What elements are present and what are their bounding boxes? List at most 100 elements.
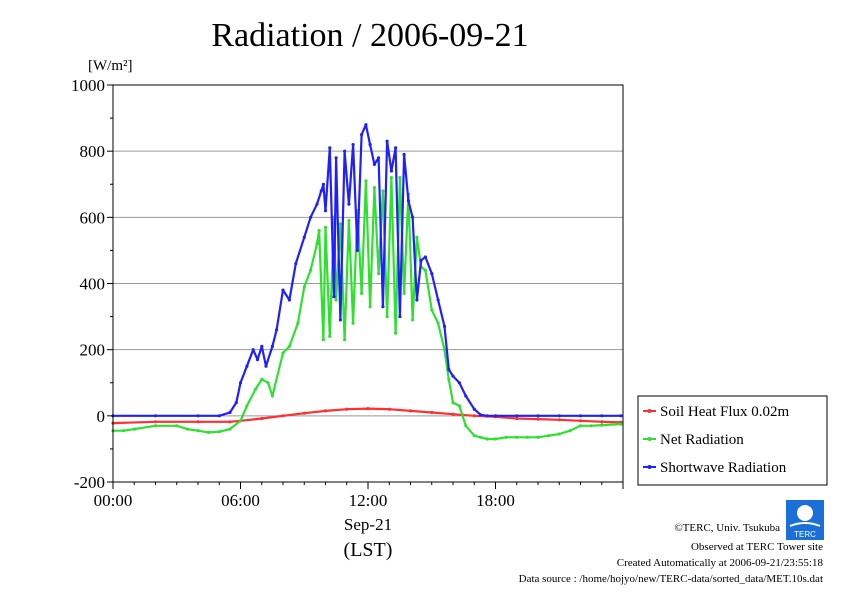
data-point <box>302 285 306 289</box>
data-point <box>228 410 232 415</box>
x-tick-label: 12:00 <box>349 491 388 510</box>
credits: ©TERC, Univ. Tsukuba Observed at TERC To… <box>519 522 824 585</box>
data-point <box>389 176 393 180</box>
data-point <box>385 315 389 319</box>
series-line-2 <box>113 123 621 417</box>
legend: Soil Heat Flux 0.02m Net Radiation Shortwa… <box>637 395 828 486</box>
data-point <box>343 149 347 153</box>
data-point <box>568 429 572 433</box>
data-point <box>334 156 338 160</box>
data-point <box>394 331 398 335</box>
data-point <box>309 215 313 219</box>
data-point <box>238 381 243 385</box>
data-point <box>207 430 211 434</box>
x-tick-label: 00:00 <box>94 491 133 510</box>
data-point <box>217 414 221 418</box>
data-point <box>260 416 264 421</box>
data-point <box>251 348 255 352</box>
created-text: Created Automatically at 2006-09-21/23:5… <box>617 557 824 569</box>
data-point <box>260 377 264 381</box>
data-point <box>472 414 476 418</box>
data-point <box>536 414 540 418</box>
data-point <box>122 429 126 433</box>
data-point <box>294 262 298 266</box>
legend-label: Soil Heat Flux 0.02m <box>660 404 790 420</box>
chart-title: Radiation / 2006-09-21 <box>211 17 528 54</box>
data-point <box>515 414 519 418</box>
data-point <box>196 414 200 418</box>
data-point <box>406 199 410 203</box>
x-tick-label: 06:00 <box>221 491 260 510</box>
data-point <box>315 202 319 206</box>
data-point <box>381 305 385 309</box>
data-point <box>479 413 483 417</box>
data-point <box>394 146 398 150</box>
data-point <box>364 123 368 127</box>
legend-label: Shortwave Radiation <box>660 460 787 476</box>
data-point <box>557 432 561 436</box>
data-point <box>347 219 351 223</box>
data-point <box>415 235 419 239</box>
y-tick-label: 1000 <box>71 76 105 95</box>
data-point <box>338 318 342 322</box>
data-point <box>228 420 232 424</box>
data-point <box>323 209 328 213</box>
data-point <box>338 222 342 226</box>
data-point <box>372 162 376 166</box>
data-point <box>493 414 498 418</box>
data-point <box>411 318 415 322</box>
data-point <box>457 381 461 385</box>
data-point <box>319 189 323 193</box>
legend-marker <box>647 437 652 441</box>
data-point <box>228 427 232 431</box>
data-point <box>366 407 370 411</box>
logo-drop-icon <box>797 505 813 521</box>
y-tick-label: 0 <box>97 407 106 426</box>
data-point <box>302 235 306 239</box>
data-point <box>281 414 285 418</box>
data-point <box>457 404 461 408</box>
data-point <box>153 414 158 418</box>
data-point <box>175 424 179 428</box>
data-point <box>504 435 508 439</box>
terc-logo: TERC <box>786 500 824 540</box>
data-point <box>260 344 264 348</box>
legend-box <box>637 395 828 486</box>
data-point <box>408 409 413 413</box>
data-point <box>472 434 476 438</box>
data-point <box>485 414 489 418</box>
x-tick-label: 18:00 <box>476 491 515 510</box>
data-point <box>351 321 355 325</box>
x-unit-label: (LST) <box>344 539 393 561</box>
data-point <box>442 348 447 352</box>
data-point <box>153 420 158 424</box>
data-point <box>578 424 583 428</box>
data-point <box>619 414 623 418</box>
data-point <box>334 298 338 302</box>
data-point <box>132 427 136 431</box>
source-text: Data source : /home/hojyo/new/TERC-data/… <box>519 573 823 585</box>
data-point <box>238 419 243 423</box>
data-point <box>275 328 279 332</box>
data-point <box>589 424 593 428</box>
data-point <box>355 248 359 252</box>
data-point <box>368 143 372 147</box>
data-point <box>464 424 468 428</box>
data-point <box>430 308 434 312</box>
data-point <box>515 416 519 421</box>
data-point <box>578 414 583 418</box>
data-point <box>217 430 221 434</box>
data-point <box>255 358 260 362</box>
data-point <box>451 401 455 405</box>
data-point <box>415 298 419 302</box>
data-point <box>436 321 440 325</box>
data-point <box>351 143 355 147</box>
data-point <box>253 387 257 391</box>
data-point <box>419 258 423 262</box>
data-point <box>451 412 455 416</box>
data-point <box>600 420 604 424</box>
legend-label: Net Radiation <box>660 432 744 448</box>
data-point <box>302 411 306 415</box>
data-point <box>485 437 489 441</box>
data-point <box>317 229 321 233</box>
